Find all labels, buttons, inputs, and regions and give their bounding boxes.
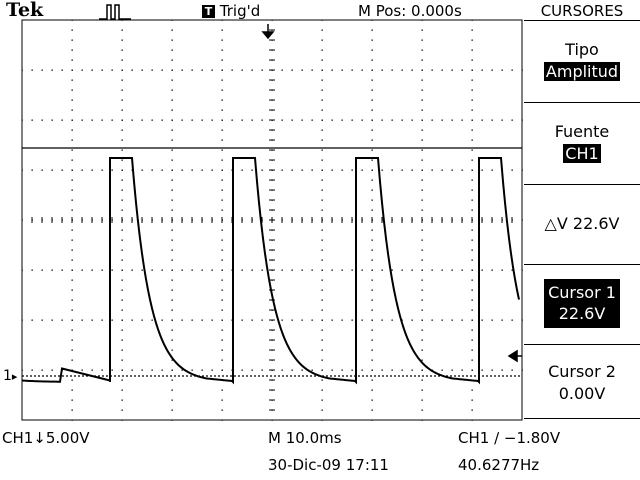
trigger-position-marker xyxy=(261,24,275,40)
cursor2-value: 0.00V xyxy=(558,384,606,403)
trigger-status-label: Trig'd xyxy=(219,2,261,20)
trigger-status: T Trig'd xyxy=(202,2,260,20)
ground-marker-label: 1 xyxy=(3,368,12,384)
tipo-label: Tipo xyxy=(565,40,599,59)
cursor1-value: 22.6V xyxy=(558,304,606,323)
ch1-scale: CH1↓5.00V xyxy=(2,429,90,447)
fuente-label: Fuente xyxy=(554,122,610,141)
trigger-info: CH1 ∕ −1.80V xyxy=(458,429,561,447)
ch1-trace xyxy=(21,157,520,385)
delta-v-label: △V 22.6V xyxy=(544,214,620,233)
menu-title: CURSORES xyxy=(540,2,624,20)
ground-marker: 1▸ xyxy=(3,368,18,384)
graticule xyxy=(21,19,523,421)
trigger-icon: T xyxy=(202,5,215,18)
cursor2-label: Cursor 2 xyxy=(548,362,616,381)
timebase: M 10.0ms xyxy=(268,429,342,447)
cursor1-label: Cursor 1 xyxy=(548,283,616,302)
fuente-value: CH1 xyxy=(563,144,601,163)
frequency: 40.6277Hz xyxy=(458,456,540,474)
pulse-trigger-icon xyxy=(99,4,131,20)
tipo-value: Amplitud xyxy=(543,62,621,81)
brand-logo: Tek xyxy=(6,0,44,21)
trigger-level-marker xyxy=(507,349,522,363)
m-pos: M Pos: 0.000s xyxy=(358,2,462,20)
date-time: 30-Dic-09 17:11 xyxy=(268,456,389,474)
